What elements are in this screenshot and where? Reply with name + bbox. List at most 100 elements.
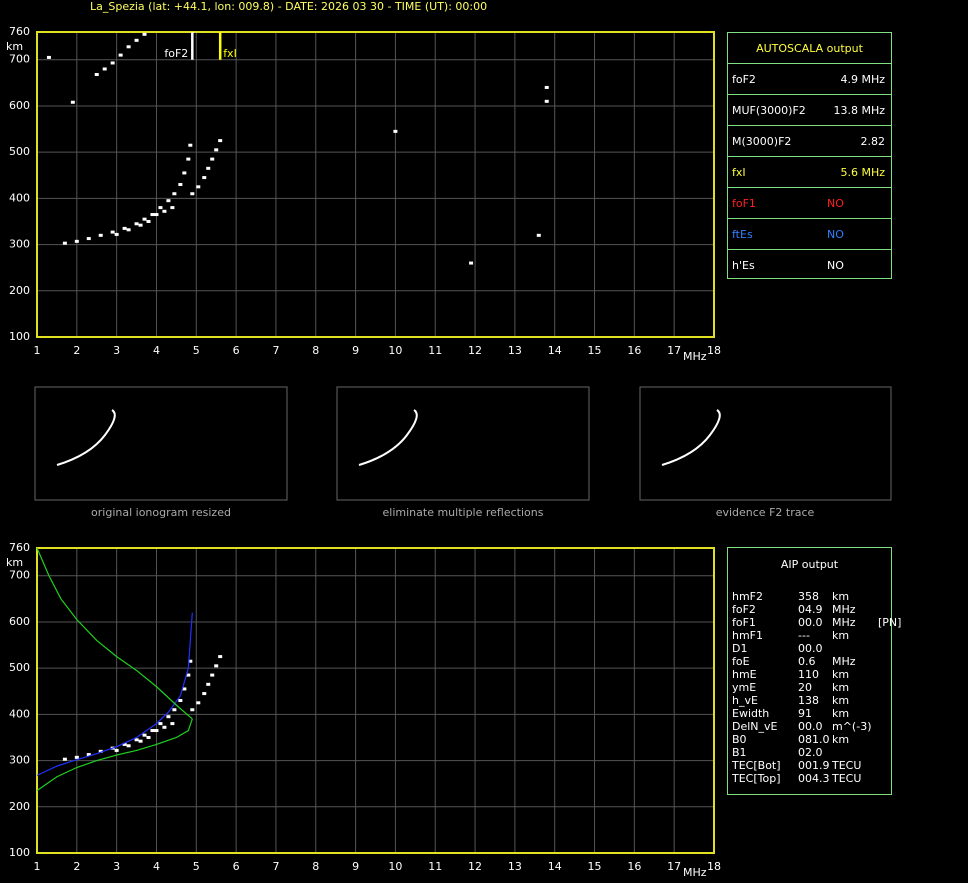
- echo-dot: [214, 148, 219, 152]
- x-tick-label: 12: [468, 860, 482, 873]
- x-tick-label: 17: [667, 860, 681, 873]
- echo-dot: [134, 738, 139, 742]
- echo-dot: [126, 744, 131, 748]
- echo-dot: [170, 722, 175, 726]
- echo-dot: [206, 682, 211, 686]
- x-axis-label: MHz: [683, 866, 707, 879]
- aip-cell: 138: [798, 694, 819, 707]
- echo-dot: [118, 53, 123, 57]
- y-tick-label: 100: [9, 846, 30, 859]
- thumb-trace: [358, 409, 418, 466]
- echo-dot: [172, 708, 177, 712]
- row-label: foF2: [732, 73, 756, 86]
- row-value: NO: [827, 259, 844, 272]
- x-tick-label: 2: [73, 860, 80, 873]
- row-value: 2.82: [860, 135, 886, 148]
- aip-cell: 0.6: [798, 655, 816, 668]
- echo-dot: [158, 722, 163, 726]
- echo-dot: [86, 237, 91, 241]
- aip-cell: B1: [732, 746, 747, 759]
- profile-line: [36, 547, 193, 720]
- aip-cell: hmF2: [732, 590, 764, 603]
- x-tick-label: 7: [272, 860, 279, 873]
- x-tick-label: 11: [428, 344, 442, 357]
- thumb-caption: eliminate multiple reflections: [383, 506, 544, 519]
- echo-dot: [74, 239, 79, 243]
- x-tick-label: 4: [153, 344, 160, 357]
- echo-dot: [188, 659, 193, 663]
- x-tick-label: 10: [388, 860, 402, 873]
- echo-dot: [190, 192, 195, 196]
- y-tick-label: 400: [9, 191, 30, 204]
- x-tick-label: 2: [73, 344, 80, 357]
- aip-cell: DelN_vE: [732, 720, 778, 733]
- row-label: foF1: [732, 197, 756, 210]
- echo-dot: [166, 715, 171, 719]
- aip-cell: hmF1: [732, 629, 764, 642]
- aip-cell: TECU: [832, 772, 862, 785]
- echo-dot: [393, 129, 398, 133]
- echo-dot: [126, 228, 131, 232]
- echo-dot: [218, 655, 223, 659]
- echo-dot: [170, 206, 175, 210]
- x-tick-label: 17: [667, 344, 681, 357]
- echo-dot: [70, 100, 75, 104]
- thumb-frame: [34, 386, 288, 501]
- echo-dot: [150, 213, 155, 217]
- echo-dot: [142, 733, 147, 737]
- echo-dot: [178, 699, 183, 702]
- x-tick-label: 13: [508, 860, 522, 873]
- x-tick-label: 7: [272, 344, 279, 357]
- echo-dot: [182, 687, 187, 691]
- profile-line: [36, 612, 193, 776]
- aip-cell: 00.0: [798, 642, 823, 655]
- row-label: M(3000)F2: [732, 135, 792, 148]
- aip-cell: MHz: [832, 616, 856, 629]
- x-tick-label: 8: [312, 860, 319, 873]
- aip-cell: B0: [732, 733, 747, 746]
- echo-dot: [206, 166, 211, 170]
- autoscala-box: AUTOSCALA output foF2 4.9 MHz MUF(3000)F2 13…: [727, 32, 892, 279]
- x-tick-label: 18: [707, 860, 721, 873]
- echo-dot: [86, 753, 91, 757]
- echo-dot: [102, 67, 107, 71]
- echo-dot: [46, 55, 51, 59]
- thumb-trace: [56, 409, 116, 466]
- echo-dot: [158, 206, 163, 210]
- aip-cell: m^(-3): [832, 720, 872, 733]
- page-title: La_Spezia (lat: +44.1, lon: 009.8) - DAT…: [90, 0, 487, 13]
- plot-frame: [36, 31, 715, 338]
- aip-cell: 02.0: [798, 746, 823, 759]
- aip-cell: 081.0: [798, 733, 830, 746]
- aip-cell: [PN]: [878, 616, 902, 629]
- aip-cell: Ewidth: [732, 707, 770, 720]
- y-tick-label: 200: [9, 800, 30, 813]
- marker-label: fxI: [223, 47, 237, 60]
- echo-dot: [98, 233, 103, 237]
- aip-cell: 00.0: [798, 720, 823, 733]
- autoscala-title: AUTOSCALA output: [756, 42, 863, 55]
- y-tick-label: 500: [9, 661, 30, 674]
- x-tick-label: 10: [388, 344, 402, 357]
- aip-cell: hmE: [732, 668, 757, 681]
- x-tick-label: 6: [233, 344, 240, 357]
- echo-dot: [114, 748, 119, 752]
- y-axis-label: km: [6, 556, 23, 569]
- echo-dot: [186, 157, 191, 161]
- echo-dot: [172, 192, 177, 196]
- aip-title: AIP output: [780, 558, 839, 571]
- echo-dot: [62, 241, 67, 245]
- y-tick-label: 400: [9, 707, 30, 720]
- y-axis-label: km: [6, 40, 23, 53]
- y-tick-label: 300: [9, 754, 30, 767]
- echo-dot: [214, 664, 219, 668]
- y-tick-label: 700: [9, 53, 30, 66]
- x-tick-label: 18: [707, 344, 721, 357]
- table-row: foF2 4.9 MHz: [728, 63, 891, 94]
- profile-line: [36, 718, 193, 792]
- x-tick-label: 15: [588, 860, 602, 873]
- echo-dot: [210, 157, 215, 161]
- echo-dot: [202, 692, 207, 696]
- aip-cell: foF2: [732, 603, 756, 616]
